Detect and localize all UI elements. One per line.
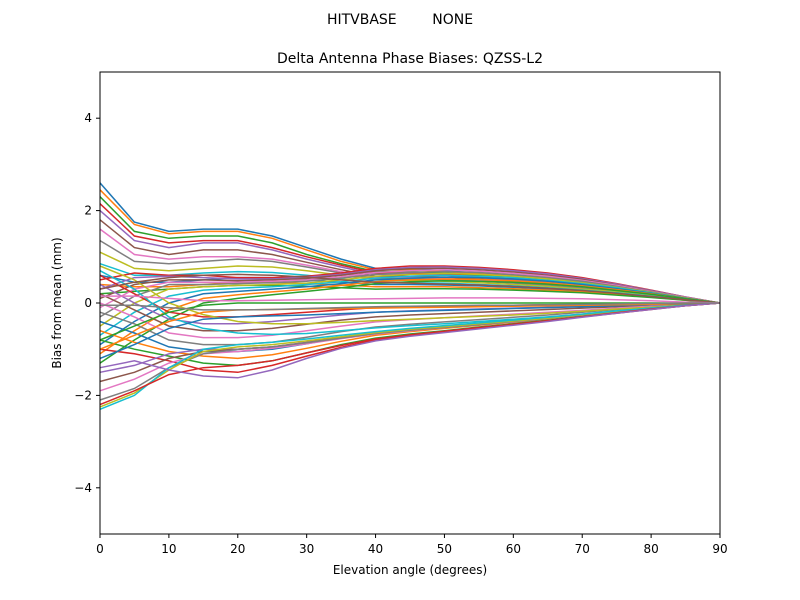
- y-tick-label: −2: [74, 388, 92, 402]
- chart-title: Delta Antenna Phase Biases: QZSS-L2: [277, 51, 543, 67]
- series-line-43: [99, 302, 720, 341]
- x-axis: 0 10 20 30 40 50 60 70 80 90: [96, 534, 728, 556]
- x-tick-label: 0: [96, 542, 104, 556]
- y-axis: −4 −2 0 2 4: [74, 111, 100, 495]
- x-tick-label: 30: [299, 542, 314, 556]
- y-tick-label: 0: [84, 296, 92, 310]
- x-tick-label: 90: [712, 542, 727, 556]
- series-line-42: [99, 302, 721, 350]
- x-tick-label: 80: [643, 542, 658, 556]
- series-line-45: [99, 302, 721, 379]
- series-line-41: [99, 302, 721, 360]
- y-axis-label: Bias from mean (mm): [50, 237, 64, 368]
- series-line-17: [99, 268, 721, 309]
- series-line-15: [99, 266, 721, 304]
- x-tick-label: 20: [230, 542, 245, 556]
- series-line-22: [99, 278, 721, 355]
- series-line-47: [100, 295, 721, 304]
- series-group: [99, 182, 721, 410]
- series-line-18: [99, 270, 721, 318]
- x-tick-label: 40: [368, 542, 383, 556]
- series-line-29: [99, 265, 721, 325]
- x-tick-label: 50: [437, 542, 452, 556]
- series-line-40: [99, 302, 721, 410]
- chart-suptitle: HITVBASE NONE: [327, 12, 473, 28]
- y-tick-label: 2: [84, 204, 92, 218]
- y-tick-label: −4: [74, 481, 92, 495]
- series-line-23: [99, 280, 721, 364]
- x-tick-label: 70: [575, 542, 590, 556]
- x-axis-label: Elevation angle (degrees): [333, 563, 487, 577]
- series-line-20: [99, 274, 721, 336]
- x-tick-label: 60: [506, 542, 521, 556]
- series-line-21: [99, 276, 721, 346]
- x-tick-label: 10: [161, 542, 176, 556]
- series-line-26: [99, 293, 721, 332]
- series-line-48: [100, 302, 720, 311]
- y-tick-label: 4: [84, 111, 92, 125]
- series-line-46: [99, 273, 721, 304]
